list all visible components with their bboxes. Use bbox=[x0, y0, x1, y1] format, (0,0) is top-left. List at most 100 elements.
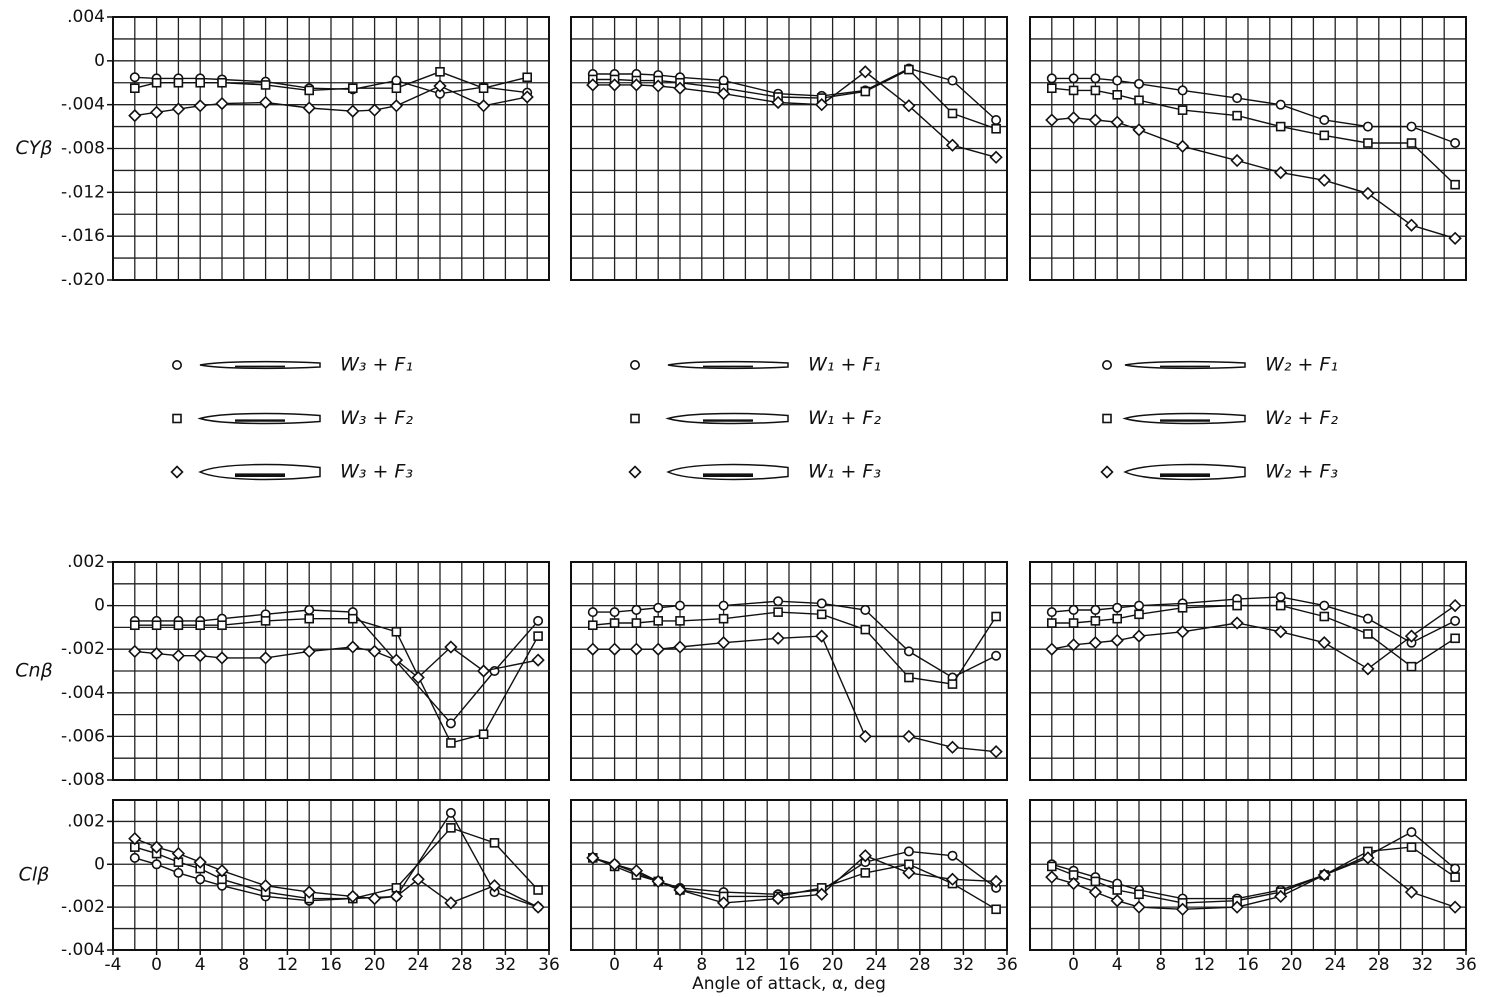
x-tick-label: 0 bbox=[609, 955, 620, 975]
x-tick-label: 36 bbox=[1455, 955, 1477, 975]
marker-diamond bbox=[716, 896, 731, 910]
y-tick-label: -.008 bbox=[61, 139, 105, 159]
marker-square bbox=[904, 672, 914, 683]
series-line bbox=[134, 646, 539, 679]
airfoil-shape bbox=[1124, 360, 1246, 370]
series-line bbox=[592, 635, 997, 753]
marker-diamond bbox=[902, 729, 916, 744]
panel-frame bbox=[1029, 561, 1467, 781]
marker-circle bbox=[1090, 604, 1101, 615]
marker-circle bbox=[1134, 78, 1145, 89]
x-tick-label: 16 bbox=[1237, 955, 1259, 975]
marker-square bbox=[489, 838, 500, 848]
marker-square bbox=[533, 631, 543, 641]
x-tick-label: 28 bbox=[451, 955, 473, 975]
x-tick-label: 20 bbox=[1281, 955, 1303, 975]
marker-square bbox=[904, 64, 914, 75]
marker-diamond bbox=[607, 642, 622, 656]
marker-diamond bbox=[1361, 662, 1375, 676]
marker-square bbox=[1068, 85, 1079, 96]
legend-label: W₂ + F₂ bbox=[1265, 407, 1338, 429]
marker-diamond bbox=[586, 642, 600, 656]
marker-circle bbox=[1362, 121, 1373, 132]
series-line bbox=[1051, 117, 1456, 240]
marker-diamond bbox=[1317, 173, 1331, 187]
x-tick-label: 8 bbox=[1155, 955, 1166, 975]
panel-frame bbox=[570, 561, 1008, 781]
marker-diamond bbox=[367, 103, 382, 117]
marker-diamond bbox=[302, 101, 316, 115]
marker-circle bbox=[1112, 602, 1123, 613]
marker-square bbox=[1406, 842, 1417, 852]
marker-diamond bbox=[1274, 625, 1288, 639]
marker-square bbox=[1112, 90, 1122, 100]
marker-square bbox=[1232, 110, 1242, 121]
marker-square bbox=[947, 108, 958, 119]
marker-diamond bbox=[346, 640, 360, 654]
marker-diamond bbox=[945, 740, 960, 754]
marker-diamond bbox=[215, 96, 229, 111]
marker-square bbox=[522, 72, 533, 83]
marker-square bbox=[1090, 876, 1101, 887]
marker-square bbox=[1450, 179, 1460, 190]
marker-square bbox=[816, 609, 827, 620]
marker-square bbox=[1319, 611, 1330, 622]
legend-label: W₃ + F₃ bbox=[340, 461, 413, 483]
marker-circle bbox=[1046, 607, 1057, 618]
marker-diamond bbox=[520, 90, 534, 104]
marker-square bbox=[1047, 618, 1057, 628]
x-tick-label: 24 bbox=[407, 955, 429, 975]
marker-diamond bbox=[651, 874, 665, 889]
marker-diamond bbox=[1274, 889, 1288, 904]
marker-circle bbox=[1046, 73, 1057, 84]
series-line bbox=[592, 67, 997, 121]
marker-diamond bbox=[1088, 113, 1103, 127]
x-tick-label: 12 bbox=[1194, 955, 1216, 975]
marker-diamond bbox=[476, 664, 491, 678]
marker-square bbox=[1363, 629, 1373, 639]
marker-diamond bbox=[989, 745, 1003, 759]
marker-square bbox=[151, 77, 162, 88]
marker-circle bbox=[991, 650, 1002, 661]
legend-label: W₁ + F₂ bbox=[808, 407, 881, 429]
y-axis-label: Cnβ bbox=[15, 660, 52, 682]
marker-diamond bbox=[858, 849, 872, 863]
marker-square bbox=[1232, 600, 1242, 611]
x-tick-label: 24 bbox=[1324, 955, 1346, 975]
marker-diamond bbox=[586, 851, 600, 865]
marker-diamond bbox=[149, 840, 164, 854]
y-tick-label: .002 bbox=[67, 552, 105, 572]
marker-diamond bbox=[945, 872, 960, 886]
marker-square bbox=[1112, 885, 1122, 895]
marker-square bbox=[446, 738, 456, 748]
x-tick-label: 12 bbox=[735, 955, 757, 975]
marker-square bbox=[1090, 85, 1101, 96]
marker-circle bbox=[445, 718, 456, 729]
marker-diamond bbox=[858, 729, 872, 744]
marker-square bbox=[1177, 602, 1188, 613]
marker-diamond bbox=[629, 642, 644, 656]
marker-square bbox=[860, 868, 871, 878]
marker-diamond bbox=[1404, 629, 1419, 643]
marker-diamond bbox=[389, 99, 404, 113]
marker-diamond bbox=[1230, 616, 1244, 630]
marker-square bbox=[391, 83, 402, 94]
marker-circle bbox=[1406, 827, 1417, 838]
marker-circle bbox=[1068, 73, 1079, 84]
marker-circle bbox=[653, 602, 664, 613]
marker-diamond bbox=[902, 866, 916, 880]
marker-circle bbox=[195, 874, 206, 885]
marker-square bbox=[1275, 600, 1286, 611]
x-tick-label: 24 bbox=[865, 955, 887, 975]
marker-diamond bbox=[1088, 636, 1103, 650]
marker-diamond bbox=[171, 846, 186, 861]
marker-diamond bbox=[1066, 111, 1081, 125]
marker-diamond bbox=[476, 99, 491, 113]
marker-diamond bbox=[1175, 625, 1190, 639]
marker-diamond bbox=[1132, 900, 1146, 914]
x-tick-label: 36 bbox=[538, 955, 560, 975]
marker-square bbox=[587, 620, 598, 631]
marker-diamond bbox=[302, 644, 316, 659]
series-line bbox=[592, 850, 997, 896]
marker-diamond bbox=[1110, 894, 1124, 908]
